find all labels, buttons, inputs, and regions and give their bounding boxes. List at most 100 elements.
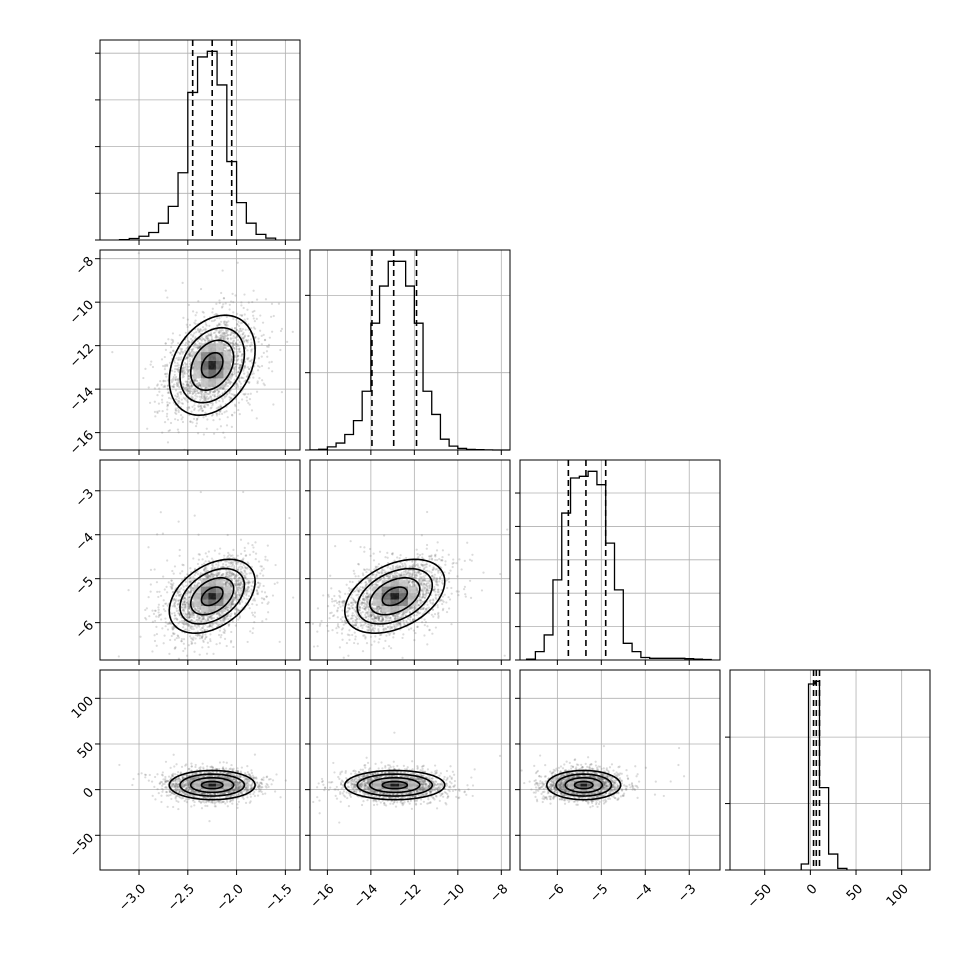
sample-point: [238, 616, 241, 619]
sample-point: [218, 387, 222, 390]
sample-point: [204, 414, 207, 418]
sample-point: [232, 317, 235, 321]
sample-point: [148, 615, 151, 618]
sample-point: [256, 364, 260, 368]
sample-point: [164, 609, 167, 613]
sample-point: [194, 397, 197, 400]
sample-point: [238, 366, 241, 369]
histogram-panel-3-frame: [729, 669, 931, 871]
sample-point: [240, 314, 244, 317]
sample-point: [185, 356, 189, 359]
sample-point: [186, 318, 189, 321]
sample-point: [235, 362, 238, 365]
sample-point: [267, 367, 270, 370]
sample-point: [187, 370, 190, 373]
sample-point: [188, 407, 191, 410]
sample-point: [250, 348, 253, 352]
sample-point: [460, 568, 463, 571]
sample-point: [232, 339, 236, 342]
sample-point: [231, 337, 234, 340]
sample-point: [226, 171, 228, 173]
sample-point: [189, 353, 192, 356]
sample-point: [181, 281, 184, 284]
sample-point: [217, 323, 220, 327]
sample-point: [236, 354, 239, 357]
sample-point: [180, 350, 183, 354]
sample-point: [170, 342, 173, 345]
sample-point: [242, 490, 245, 494]
sample-point: [161, 394, 164, 397]
sample-point: [176, 634, 180, 638]
sample-point: [265, 595, 268, 598]
sample-point: [186, 365, 190, 369]
sample-point: [165, 375, 168, 378]
sample-point: [227, 551, 230, 554]
sample-point: [270, 315, 273, 318]
sample-point: [154, 609, 157, 612]
sample-point: [186, 384, 189, 387]
sample-point: [209, 407, 212, 410]
sample-point: [229, 341, 233, 345]
sample-point: [263, 339, 267, 342]
sample-point: [241, 336, 245, 340]
sample-point: [165, 602, 168, 605]
sample-point: [253, 309, 256, 313]
sample-point: [280, 391, 284, 394]
sample-point: [240, 355, 243, 358]
sample-point: [165, 585, 168, 588]
sample-point: [250, 326, 253, 330]
sample-point: [193, 332, 196, 335]
sample-point: [163, 365, 167, 368]
sample-point: [222, 320, 226, 323]
sample-point: [238, 350, 241, 353]
sample-point: [268, 361, 271, 364]
sample-point: [216, 392, 219, 395]
sample-point: [194, 322, 197, 325]
sample-point: [185, 380, 188, 383]
sample-point: [253, 327, 257, 330]
sample-point: [222, 322, 226, 325]
sample-point: [191, 339, 195, 342]
sample-point: [177, 383, 180, 386]
sample-point: [223, 383, 226, 386]
sample-point: [223, 346, 226, 349]
sample-point: [158, 590, 161, 593]
sample-point: [163, 384, 166, 387]
sample-point: [456, 575, 459, 578]
sample-point: [202, 433, 205, 436]
sample-point: [234, 405, 237, 408]
sample-point: [164, 289, 167, 292]
sample-point: [170, 583, 173, 586]
sample-point: [209, 395, 212, 398]
sample-point: [190, 385, 193, 388]
sample-point: [156, 590, 159, 593]
sample-point: [173, 361, 177, 364]
sample-point: [261, 601, 264, 605]
sample-point: [260, 597, 263, 600]
sample-point: [185, 341, 188, 344]
sample-point: [183, 647, 187, 650]
sample-point: [170, 381, 174, 384]
sample-point: [202, 328, 205, 331]
sample-point: [229, 396, 232, 399]
sample-point: [195, 384, 199, 387]
sample-point: [197, 409, 200, 412]
sample-point: [142, 376, 145, 380]
sample-point: [174, 378, 177, 382]
sample-point: [213, 390, 216, 393]
sample-point: [164, 379, 167, 383]
joint-panel-0-2: [100, 460, 300, 660]
sample-point: [186, 387, 189, 391]
sample-point: [224, 395, 228, 398]
sample-point: [329, 574, 332, 577]
sample-point: [170, 338, 173, 341]
sample-point: [248, 553, 252, 556]
sample-point: [225, 323, 228, 326]
sample-point: [262, 574, 265, 577]
sample-point: [164, 617, 167, 620]
sample-point: [193, 407, 196, 410]
sample-point: [177, 378, 180, 381]
sample-point: [184, 365, 187, 368]
sample-point: [202, 639, 205, 642]
sample-point: [204, 633, 207, 636]
